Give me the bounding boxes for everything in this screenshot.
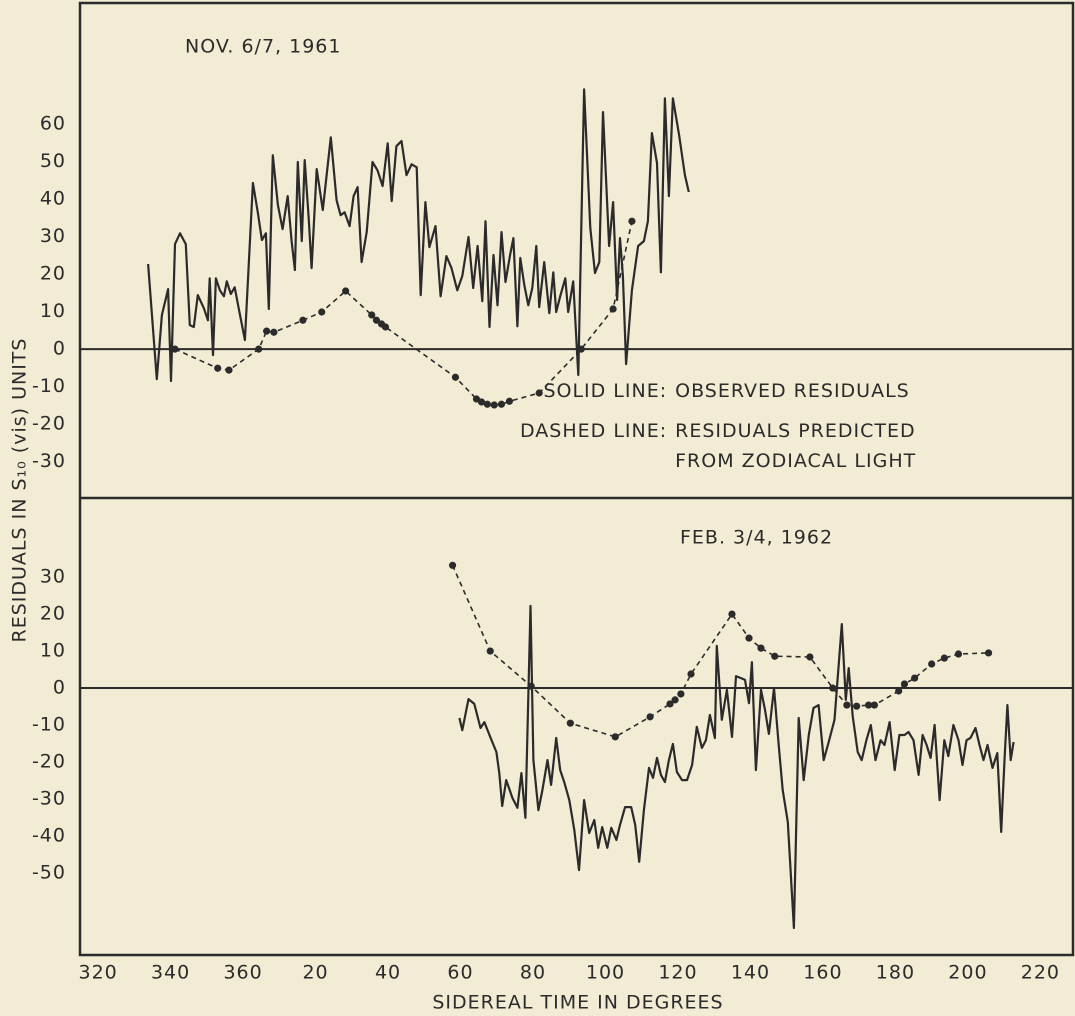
marker xyxy=(497,400,506,408)
marker xyxy=(318,308,326,316)
y-tick-label: 40 xyxy=(40,188,66,210)
marker xyxy=(299,316,307,324)
marker xyxy=(535,389,543,397)
marker xyxy=(771,652,779,660)
marker xyxy=(263,327,271,335)
x-tick-label: 120 xyxy=(658,962,697,984)
marker xyxy=(677,690,685,698)
x-tick-label: 180 xyxy=(876,962,915,984)
x-tick-label: 60 xyxy=(447,962,473,984)
marker xyxy=(609,305,617,313)
y-tick-label: -50 xyxy=(32,861,66,883)
marker xyxy=(646,713,654,721)
x-tick-label: 160 xyxy=(803,962,842,984)
marker xyxy=(527,682,535,690)
marker xyxy=(611,733,619,741)
marker xyxy=(255,345,263,353)
legend-label: RESIDUALS PREDICTED FROM ZODIACAL LIGHT xyxy=(675,420,917,472)
marker xyxy=(451,373,460,381)
x-tick-label: 140 xyxy=(731,962,770,984)
marker xyxy=(448,561,457,569)
marker xyxy=(843,701,851,709)
marker xyxy=(666,700,674,708)
marker xyxy=(577,345,585,353)
observed-line xyxy=(458,604,1015,930)
panel-title: NOV. 6/7, 1961 xyxy=(185,36,341,58)
marker xyxy=(865,701,873,709)
y-tick-label: 30 xyxy=(40,225,66,247)
marker xyxy=(368,311,376,319)
marker xyxy=(505,397,514,405)
x-tick-label: 100 xyxy=(586,962,625,984)
marker xyxy=(954,650,963,658)
legend-key: DASHED LINE: xyxy=(520,420,668,442)
marker xyxy=(225,366,233,374)
x-tick-label: 320 xyxy=(78,962,117,984)
y-tick-label: -10 xyxy=(32,714,66,736)
marker xyxy=(984,649,993,657)
y-tick-label: 10 xyxy=(40,640,66,662)
marker xyxy=(895,687,903,695)
marker xyxy=(477,398,486,406)
x-tick-label: 20 xyxy=(302,962,328,984)
marker xyxy=(486,647,494,655)
observed-line xyxy=(147,88,690,383)
marker xyxy=(566,719,574,727)
legend: SOLID LINE: OBSERVED RESIDUALS DASHED LI… xyxy=(520,376,960,476)
marker xyxy=(870,701,879,709)
x-tick-label: 40 xyxy=(375,962,401,984)
x-tick-label: 80 xyxy=(520,962,546,984)
marker xyxy=(342,287,350,295)
y-axis-label: RESIDUALS IN S₁₀ (vis) UNITS xyxy=(9,338,31,643)
plot-frame xyxy=(78,1,1075,957)
panel-title: FEB. 3/4, 1962 xyxy=(680,527,833,549)
x-tick-label: 360 xyxy=(223,962,262,984)
y-tick-label: 0 xyxy=(53,677,66,699)
y-tick-label: 10 xyxy=(40,300,66,322)
legend-label: OBSERVED RESIDUALS xyxy=(675,380,910,402)
y-tick-label: 20 xyxy=(40,263,66,285)
y-tick-label: 50 xyxy=(40,150,66,172)
marker xyxy=(381,323,390,331)
y-tick-label: -30 xyxy=(32,787,66,809)
y-tick-label: -30 xyxy=(32,450,66,472)
marker xyxy=(490,401,498,409)
x-axis-label: SIDEREAL TIME IN DEGREES xyxy=(432,992,723,1014)
marker xyxy=(671,696,679,704)
y-tick-label: 60 xyxy=(40,113,66,135)
y-tick-label: 30 xyxy=(40,566,66,588)
marker xyxy=(745,634,753,642)
y-tick-label: -20 xyxy=(32,413,66,435)
y-tick-label: 20 xyxy=(40,603,66,625)
marker xyxy=(483,400,491,408)
marker xyxy=(900,680,909,688)
marker xyxy=(829,684,837,692)
marker xyxy=(372,316,381,324)
marker xyxy=(171,345,179,353)
y-tick-label: 0 xyxy=(53,338,66,360)
x-tick-label: 340 xyxy=(151,962,190,984)
marker xyxy=(687,670,695,678)
predicted-line xyxy=(451,564,989,738)
marker xyxy=(940,654,948,662)
marker xyxy=(757,644,765,652)
marker xyxy=(728,610,736,618)
marker xyxy=(853,702,861,710)
x-tick-label: 200 xyxy=(948,962,987,984)
legend-key: SOLID LINE: xyxy=(543,380,668,402)
x-tick-label: 220 xyxy=(1021,962,1060,984)
marker xyxy=(628,217,636,225)
marker xyxy=(806,653,814,661)
marker xyxy=(214,364,222,372)
marker xyxy=(928,660,936,668)
marker xyxy=(911,674,919,682)
y-tick-label: -20 xyxy=(32,750,66,772)
y-tick-label: -10 xyxy=(32,375,66,397)
marker xyxy=(270,328,278,336)
y-tick-label: -40 xyxy=(32,824,66,846)
